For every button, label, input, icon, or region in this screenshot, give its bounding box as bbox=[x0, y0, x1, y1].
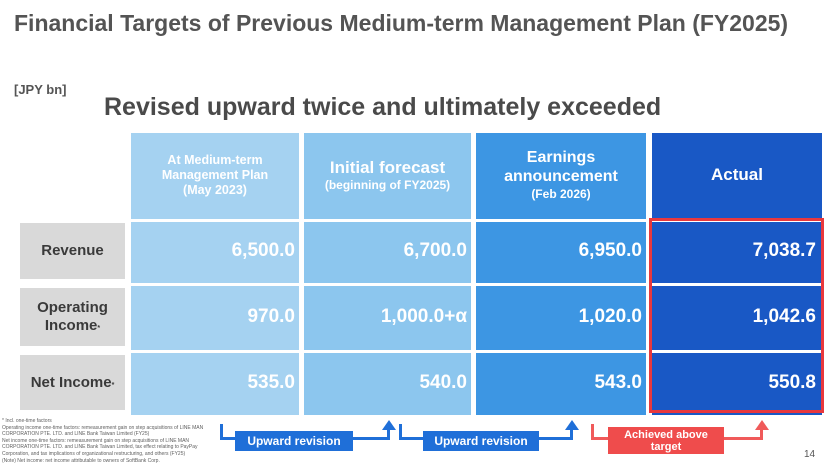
footnote-mark: * bbox=[111, 381, 115, 389]
arrow-up-icon bbox=[565, 420, 579, 430]
header-initial-forecast: Initial forecast (beginning of FY2025) bbox=[304, 133, 471, 217]
headline: Revised upward twice and ultimately exce… bbox=[104, 93, 662, 121]
row-label-net-income: Net Income * bbox=[20, 355, 125, 410]
table-cell: 550.8 bbox=[768, 371, 816, 393]
row-label-revenue: Revenue bbox=[20, 223, 125, 279]
actual-highlight-frame bbox=[649, 218, 824, 413]
footnote-line: Operating income one-time factors: remea… bbox=[2, 424, 204, 438]
footnotes: * Incl. one-time factors Operating incom… bbox=[2, 418, 210, 464]
page-number: 14 bbox=[804, 449, 816, 460]
row-label-text: Operating bbox=[37, 299, 108, 316]
footnote-line: Net income one-time factors: remeasureme… bbox=[2, 437, 198, 457]
unit-label: [JPY bn] bbox=[14, 82, 67, 97]
header-subline: (beginning of FY2025) bbox=[324, 178, 451, 192]
header-line: Earnings bbox=[526, 149, 596, 166]
header-subline: (Feb 2026) bbox=[531, 187, 591, 201]
label-line: target bbox=[650, 440, 682, 453]
table-cell: 535.0 bbox=[247, 371, 295, 393]
footnote-mark: * bbox=[97, 325, 101, 332]
header-line: announcement bbox=[504, 168, 618, 185]
upward-revision-label: Upward revision bbox=[423, 431, 539, 451]
table-cell: 970.0 bbox=[247, 306, 295, 327]
header-earnings-announcement: Earnings announcement (Feb 2026) bbox=[476, 133, 646, 217]
header-line: Actual bbox=[711, 165, 763, 184]
table-cell: 543.0 bbox=[594, 371, 642, 393]
header-line: Management Plan bbox=[161, 167, 269, 182]
row-separator bbox=[131, 283, 822, 286]
table-cell: 1,000.0+α bbox=[380, 306, 467, 327]
table-cell: 6,700.0 bbox=[403, 240, 467, 261]
footnote-line: * Incl. one-time factors bbox=[2, 418, 52, 424]
row-label-text: Revenue bbox=[41, 242, 104, 259]
table-cell: 540.0 bbox=[419, 371, 467, 393]
table-cell: 1,042.6 bbox=[752, 306, 816, 327]
row-separator bbox=[131, 219, 822, 222]
arrow-up-icon bbox=[387, 428, 390, 440]
upward-revision-label: Upward revision bbox=[235, 431, 353, 451]
column-earnings-announcement bbox=[476, 133, 646, 415]
arrow-up-icon bbox=[760, 428, 763, 440]
arrow-up-icon bbox=[755, 420, 769, 430]
page-title: Financial Targets of Previous Medium-ter… bbox=[14, 10, 789, 36]
column-actual bbox=[652, 133, 822, 415]
footnote-line: (Note) Net income: net income attributab… bbox=[2, 457, 160, 464]
row-label-text: Net Income bbox=[30, 373, 112, 391]
row-separator bbox=[131, 350, 822, 353]
column-medium-term-plan bbox=[131, 133, 299, 415]
header-line: At Medium-term bbox=[167, 152, 263, 167]
achieved-above-target-label: Achieved above target bbox=[608, 427, 724, 454]
header-line: (May 2023) bbox=[183, 182, 247, 197]
arrow-up-icon bbox=[382, 420, 396, 430]
label-line: Achieved above bbox=[624, 428, 708, 441]
table-cell: 6,500.0 bbox=[231, 240, 295, 261]
header-actual: Actual bbox=[652, 133, 822, 217]
table-cell: 1,020.0 bbox=[578, 306, 642, 327]
row-label-operating-income: Operating Income* bbox=[20, 288, 125, 346]
header-medium-term-plan: At Medium-term Management Plan (May 2023… bbox=[131, 133, 299, 217]
row-label-text: Income bbox=[44, 317, 98, 334]
column-initial-forecast bbox=[304, 133, 471, 415]
table-cell: 6,950.0 bbox=[578, 240, 642, 261]
table-cell: 7,038.7 bbox=[752, 240, 816, 261]
arrow-up-icon bbox=[570, 428, 573, 440]
header-line: Initial forecast bbox=[329, 158, 446, 177]
